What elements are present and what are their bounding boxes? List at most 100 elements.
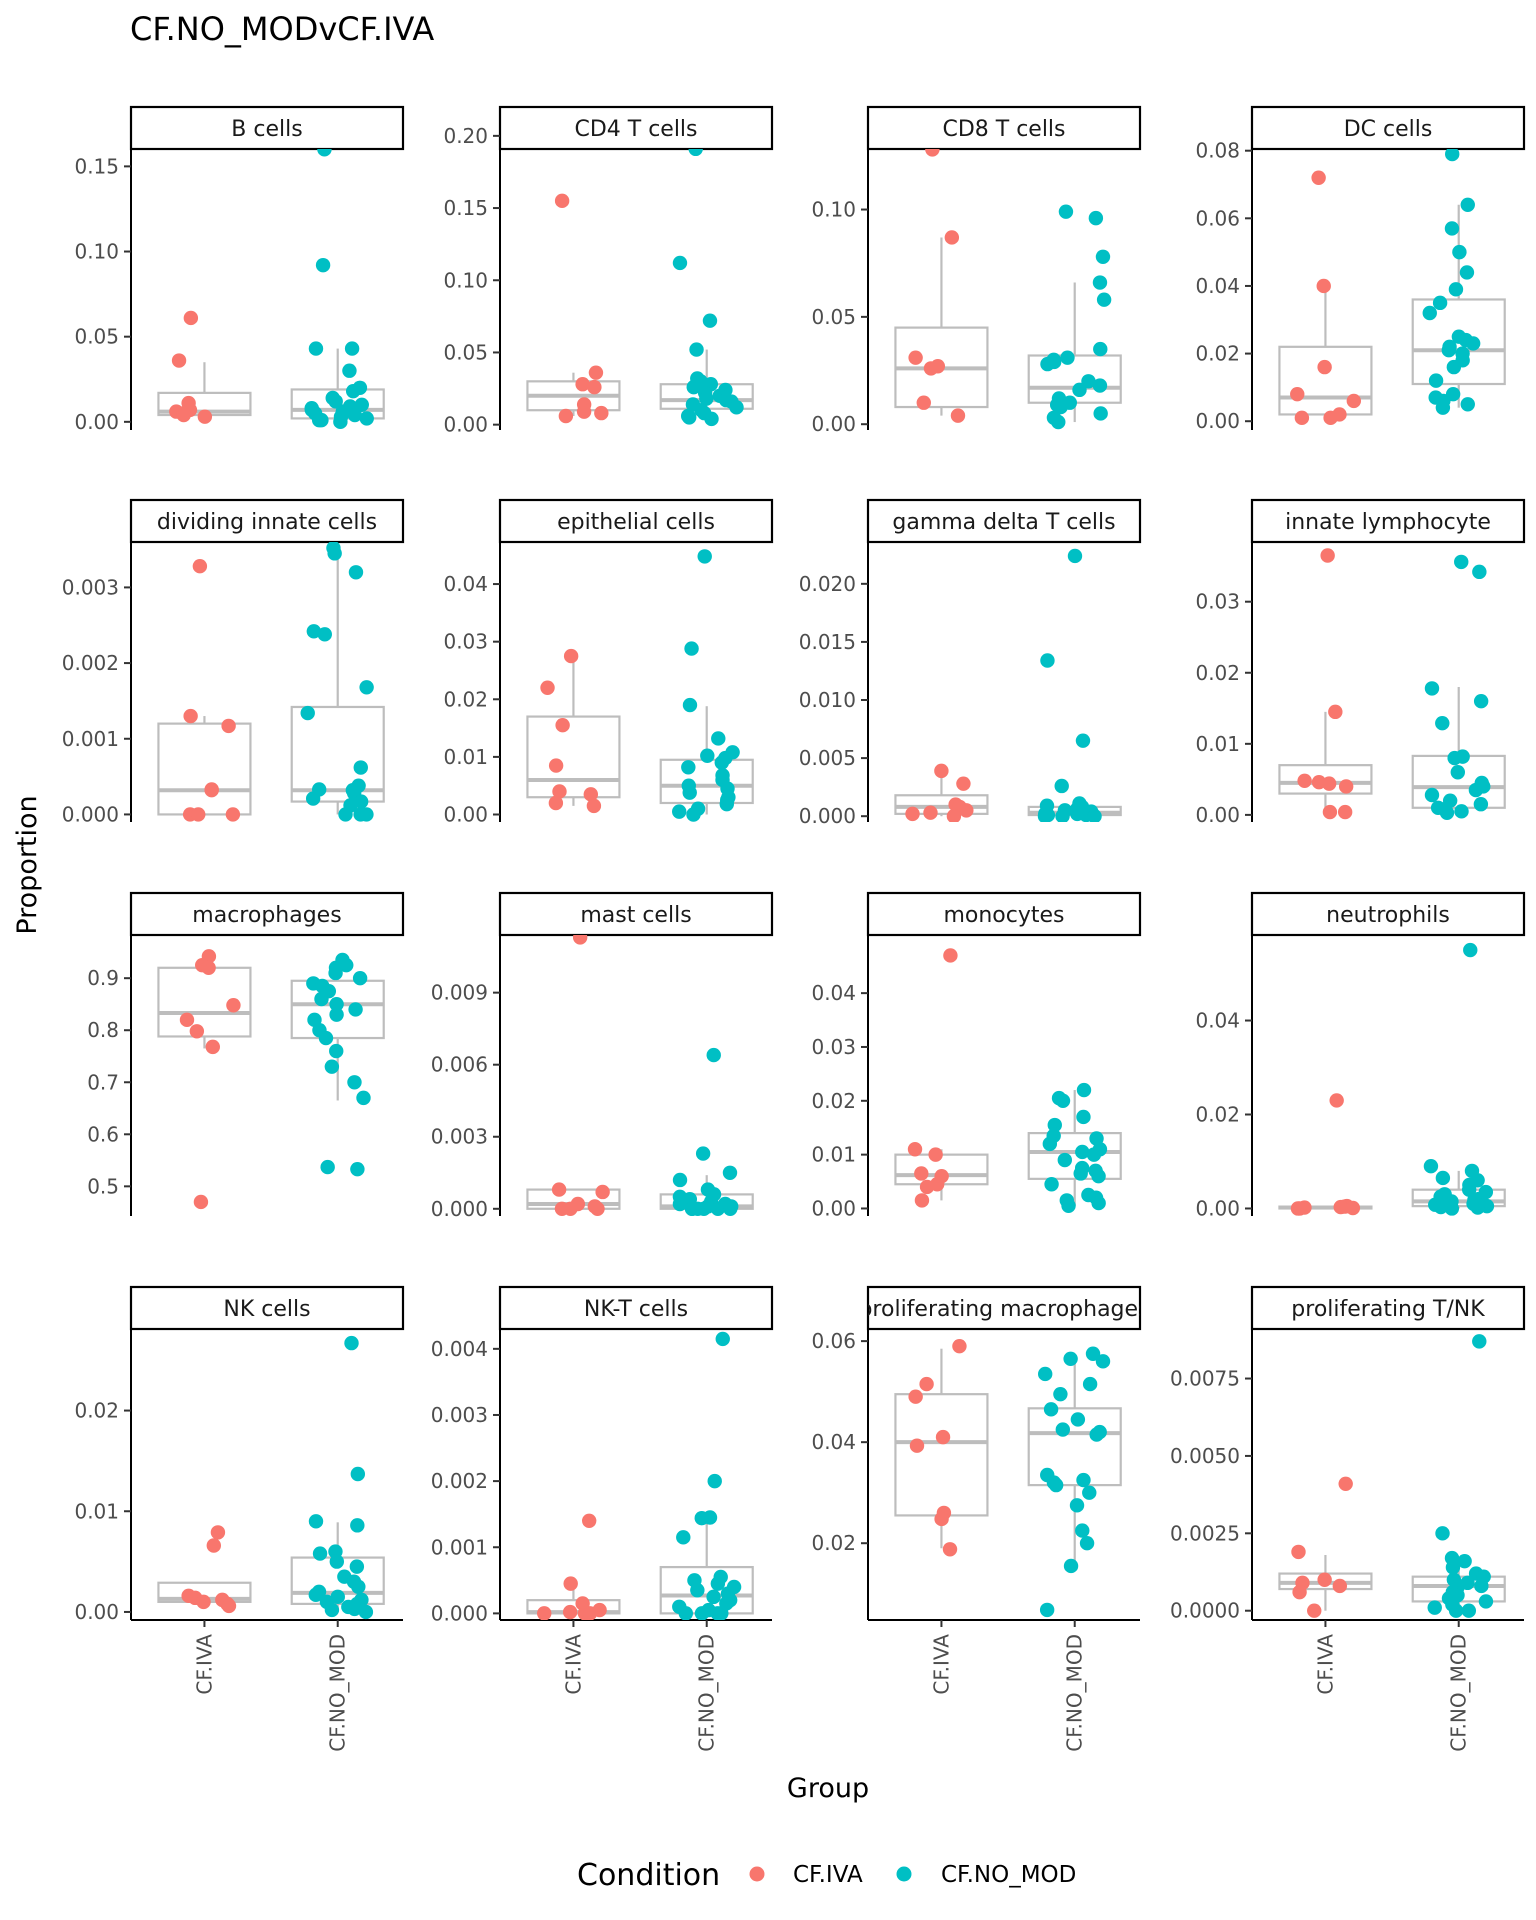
data-point-cf-no-mod (1448, 282, 1464, 297)
data-point-cf-no-mod (1445, 149, 1460, 162)
data-point-cf-iva (1321, 776, 1337, 791)
y-tick-label: 0.10 (74, 240, 119, 264)
data-point-cf-iva (204, 783, 219, 798)
box (290, 979, 385, 1040)
legend: Condition CF.IVA CF.NO_MOD (577, 1858, 1076, 1893)
data-point-cf-no-mod (333, 414, 348, 430)
data-point-cf-iva (587, 379, 602, 395)
data-point-cf-iva (582, 1606, 598, 1620)
data-point-cf-no-mod (311, 412, 327, 428)
y-tick-label: 0.020 (799, 572, 856, 596)
data-point-cf-no-mod (347, 1075, 362, 1090)
data-point-cf-no-mod (1472, 1334, 1487, 1349)
data-point-cf-no-mod (1058, 204, 1074, 219)
data-point-cf-no-mod (676, 1530, 691, 1545)
data-point-cf-iva (206, 1538, 222, 1553)
y-tick-label: 0.04 (443, 572, 488, 596)
data-point-cf-iva (919, 1376, 934, 1392)
facet-proliferating-t-nk: proliferating T/NK 0.0000 0.0025 0.0050 0.00… (1170, 1285, 1526, 1752)
facet-strip (1250, 105, 1526, 151)
data-point-cf-iva (1332, 1578, 1348, 1594)
data-point-cf-no-mod (1465, 336, 1481, 351)
facet-strip-label: proliferating T/NK (1291, 1297, 1485, 1322)
data-point-cf-no-mod (1457, 1553, 1472, 1569)
data-point-cf-no-mod (358, 1604, 374, 1620)
facet-gamma-delta-t-cells: gamma delta T cells 0.000 0.005 0.010 0.015 0… (799, 498, 1142, 828)
data-point-cf-no-mod (672, 255, 688, 271)
data-point-cf-no-mod (1057, 1152, 1073, 1168)
facet-mast-cells: mast cells 0.000 0.003 0.006 0.009 (431, 891, 774, 1221)
data-point-cf-iva (575, 377, 590, 392)
data-point-cf-no-mod (1053, 1386, 1068, 1402)
data-point-cf-no-mod (1069, 1498, 1085, 1513)
y-tick-label: 0.003 (62, 575, 119, 599)
data-point-cf-no-mod (1076, 1472, 1091, 1488)
box (1027, 1131, 1122, 1180)
data-point-cf-no-mod (690, 1201, 705, 1216)
y-tick-label: 0.000 (431, 1601, 488, 1625)
data-point-cf-iva (1311, 170, 1326, 185)
data-point-cf-no-mod (1463, 942, 1478, 958)
y-tick-label: 0.001 (62, 727, 119, 751)
y-tick-label: 0.006 (431, 1053, 488, 1077)
data-point-cf-iva (923, 805, 938, 820)
plot-area (526, 1331, 754, 1620)
data-point-cf-no-mod (702, 313, 718, 328)
facet-strip-label: gamma delta T cells (892, 510, 1115, 535)
boxplot-cf-iva (526, 656, 621, 806)
data-point-cf-iva (558, 408, 574, 424)
data-point-cf-iva (1337, 804, 1353, 820)
data-point-cf-no-mod (1042, 1136, 1058, 1152)
x-tick-label: CF.NO_MOD (326, 1634, 350, 1752)
facet-strip-label: macrophages (192, 903, 341, 928)
facet-panels: B cells 0.00 0.05 0.10 0.15 CD4 T cells 0.00 0.… (62, 105, 1526, 1752)
data-point-cf-no-mod (345, 383, 361, 399)
plot-area (1278, 548, 1506, 820)
facet-innate-lymphocyte: innate lymphocyte 0.00 0.01 0.02 0.03 (1195, 498, 1526, 827)
data-point-cf-no-mod (1423, 1158, 1439, 1174)
data-point-cf-iva (595, 1184, 610, 1200)
data-point-cf-iva (551, 1182, 567, 1197)
data-point-cf-no-mod (314, 991, 329, 1007)
data-point-cf-iva (1316, 278, 1331, 294)
data-point-cf-no-mod (1445, 1560, 1461, 1575)
data-point-cf-no-mod (1088, 210, 1104, 226)
boxplot-cf-iva (526, 372, 621, 416)
data-point-cf-no-mod (699, 391, 714, 406)
facet-strip (1250, 1285, 1526, 1331)
facet-strip (866, 1285, 1142, 1331)
y-tick-label: 0.000 (799, 804, 856, 828)
data-point-cf-no-mod (300, 705, 315, 721)
data-point-cf-no-mod (353, 760, 368, 775)
y-tick-label: 0.00 (811, 412, 856, 436)
facet-strip-label: innate lymphocyte (1285, 510, 1491, 535)
data-point-cf-no-mod (1446, 359, 1462, 375)
x-tick-label: CF.IVA (561, 1634, 585, 1695)
data-point-cf-iva (908, 1389, 923, 1404)
box (659, 758, 754, 805)
data-point-cf-no-mod (1424, 681, 1440, 696)
y-tick-label: 0.08 (1195, 139, 1240, 163)
data-point-cf-no-mod (351, 1579, 366, 1594)
data-point-cf-no-mod (706, 1589, 721, 1605)
y-tick-label: 0.02 (1195, 1103, 1240, 1127)
facet-monocytes: monocytes 0.00 0.01 0.02 0.03 0.04 (811, 891, 1142, 1220)
y-tick-label: 0.15 (443, 196, 488, 220)
data-point-cf-no-mod (305, 791, 321, 806)
y-tick-label: 0.00 (74, 410, 119, 434)
legend-key-cf-iva (749, 1866, 765, 1882)
box (1411, 1188, 1506, 1208)
y-tick-label: 0.010 (799, 688, 856, 712)
data-point-cf-iva (1294, 410, 1310, 426)
data-point-cf-no-mod (308, 341, 324, 356)
data-point-cf-no-mod (1444, 1201, 1460, 1216)
data-point-cf-no-mod (1441, 342, 1457, 358)
data-point-cf-no-mod (317, 149, 332, 157)
data-point-cf-iva (1291, 1544, 1306, 1560)
y-tick-label: 0.003 (431, 1403, 488, 1427)
data-point-cf-no-mod (330, 1589, 345, 1605)
data-point-cf-no-mod (328, 965, 343, 981)
facet-strip (129, 105, 405, 151)
data-point-cf-iva (1317, 359, 1332, 375)
data-point-cf-no-mod (695, 1146, 711, 1161)
